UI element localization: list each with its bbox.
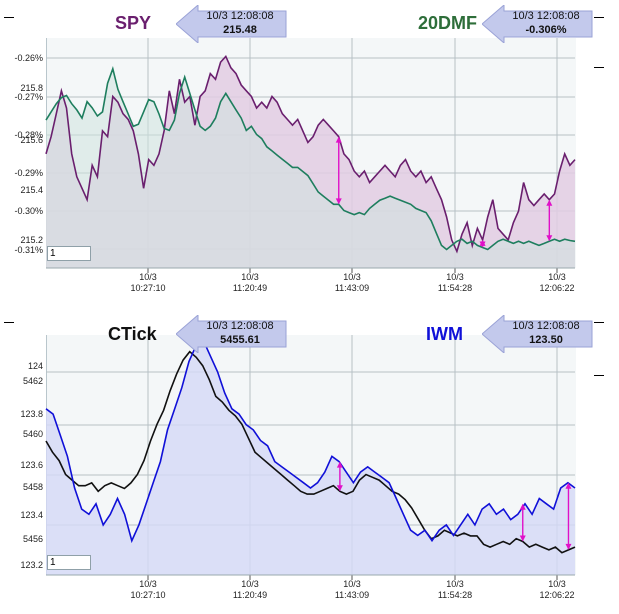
y-tick-label: 123.8 <box>20 409 43 419</box>
top-left-price-banner: 10/3 12:08:08 215.48 <box>176 5 288 43</box>
x-tick-time: 10:27:10 <box>130 283 165 293</box>
x-tick-time: 11:43:09 <box>335 590 369 600</box>
x-tick-time: 11:20:49 <box>233 283 267 293</box>
y-tick-label: 215.8 <box>20 83 43 93</box>
spread-arrow-head-down <box>479 241 486 248</box>
y-tick-label: -0.27% <box>14 92 43 102</box>
x-tick-time: 12:06:22 <box>539 283 574 293</box>
spread-arrow-head-down <box>335 198 342 205</box>
top-left-symbol: SPY <box>115 13 152 33</box>
x-tick-time: 11:54:28 <box>438 283 472 293</box>
x-tick-time: 12:06:22 <box>539 590 574 600</box>
x-tick-date: 10/3 <box>139 272 157 282</box>
spread-arrow-head-up <box>335 136 342 143</box>
top-chart-svg: 10/310:27:1010/311:20:4910/311:43:0910/3… <box>14 38 576 293</box>
corner-mark <box>594 375 604 376</box>
top-period-input[interactable]: 1 <box>47 246 91 261</box>
y-tick-label: -0.26% <box>14 53 43 63</box>
corner-mark <box>594 67 604 68</box>
bottom-period-input[interactable]: 1 <box>47 555 91 570</box>
top-right-value-banner: 10/3 12:08:08 -0.306% <box>482 5 594 43</box>
y-tick-label: 215.6 <box>20 135 43 145</box>
left-arrow-icon <box>482 5 593 43</box>
x-tick-date: 10/3 <box>139 579 157 589</box>
x-tick-date: 10/3 <box>446 579 464 589</box>
y-tick-label: 215.2 <box>20 235 43 245</box>
banner-timestamp: 10/3 12:08:08 <box>206 10 274 22</box>
x-tick-date: 10/3 <box>343 579 361 589</box>
series-line-spy <box>45 54 576 254</box>
series-area-iwm <box>46 340 575 575</box>
y-tick-label: 5456 <box>23 534 43 544</box>
banner-timestamp: 10/3 12:08:08 <box>512 320 580 332</box>
x-tick-date: 10/3 <box>241 272 259 282</box>
y-tick-label: -0.31% <box>14 245 43 255</box>
y-tick-label: 123.4 <box>20 510 43 520</box>
x-tick-date: 10/3 <box>446 272 464 282</box>
x-tick-time: 11:54:28 <box>438 590 472 600</box>
series-area-20dmf <box>46 68 575 268</box>
banner-value: 123.50 <box>529 334 563 346</box>
series-line-ctick <box>45 350 576 554</box>
spread-arrow-head-down <box>519 535 526 542</box>
bottom-right-symbol: IWM <box>426 324 463 344</box>
corner-mark <box>4 17 14 18</box>
spread-arrow-head-up <box>519 503 526 510</box>
bottom-left-symbol: CTick <box>108 324 157 344</box>
left-arrow-icon <box>176 5 287 43</box>
x-tick-date: 10/3 <box>548 272 566 282</box>
left-arrow-icon <box>176 315 287 353</box>
x-tick-date: 10/3 <box>343 272 361 282</box>
banner-value: -0.306% <box>525 24 567 36</box>
banner-value: 5455.61 <box>220 334 260 346</box>
x-tick-time: 11:20:49 <box>233 590 267 600</box>
top-chart-panel: 10/3 10:27:10 10/3 11:20:49 10/3 11:43:09 10/3… <box>0 0 619 300</box>
spread-arrow-head-down <box>336 485 343 492</box>
spread-arrow-head-down <box>546 235 553 242</box>
bottom-right-price-banner: 10/3 12:08:08 123.50 <box>482 315 594 353</box>
corner-mark <box>4 322 14 323</box>
y-tick-label: 124 <box>28 361 43 371</box>
series-line-iwm <box>45 339 576 544</box>
bottom-chart-svg: 10/310:27:1010/311:20:4910/311:43:0910/3… <box>20 335 576 600</box>
y-tick-label: 123.6 <box>20 460 43 470</box>
spread-arrow-head-up <box>336 461 343 468</box>
banner-timestamp: 10/3 12:08:08 <box>206 320 274 332</box>
y-tick-label: -0.30% <box>14 206 43 216</box>
y-tick-label: 5460 <box>23 429 43 439</box>
y-tick-label: 215.4 <box>20 185 43 195</box>
banner-value: 215.48 <box>223 24 257 36</box>
x-tick-time: 10:27:10 <box>130 590 165 600</box>
bottom-chart-panel: 10/3 10:27:10 10/3 11:20:49 10/3 11:43:09 10/3… <box>0 307 619 614</box>
x-tick-date: 10/3 <box>548 579 566 589</box>
series-line-20dmf <box>45 66 576 251</box>
corner-mark <box>594 322 604 323</box>
spread-arrow-head-up <box>565 482 572 489</box>
spread-arrow-head-up <box>546 199 553 206</box>
y-tick-label: 5458 <box>23 482 43 492</box>
x-tick-date: 10/3 <box>241 579 259 589</box>
y-tick-label: -0.29% <box>14 168 43 178</box>
corner-mark <box>594 17 604 18</box>
y-tick-label: 5462 <box>23 376 43 386</box>
x-tick-time: 11:43:09 <box>335 283 369 293</box>
y-tick-label: 123.2 <box>20 560 43 570</box>
bottom-left-price-banner: 10/3 12:08:08 5455.61 <box>176 315 288 353</box>
top-right-symbol: 20DMF <box>418 13 478 33</box>
y-tick-label: -0.28% <box>14 130 43 140</box>
spread-arrow-head-down <box>565 543 572 550</box>
left-arrow-icon <box>482 315 593 353</box>
banner-timestamp: 10/3 12:08:08 <box>512 10 580 22</box>
